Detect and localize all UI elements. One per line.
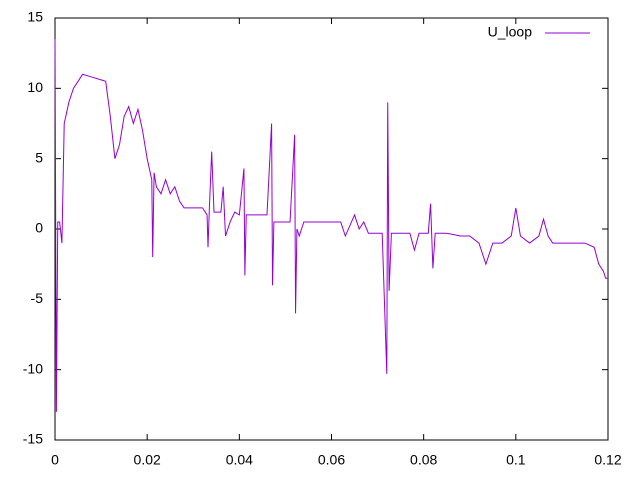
x-tick-label: 0.06 — [318, 452, 345, 468]
y-tick-label: 10 — [27, 79, 43, 95]
legend-label: U_loop — [488, 24, 533, 40]
x-tick-label: 0.12 — [594, 452, 621, 468]
x-tick-label: 0.02 — [134, 452, 161, 468]
y-tick-label: -10 — [23, 360, 43, 376]
plot-border — [54, 17, 609, 441]
y-tick-label: -5 — [31, 290, 44, 306]
x-tick-label: 0.1 — [506, 452, 526, 468]
y-tick-label: 15 — [27, 9, 43, 25]
y-tick-label: -15 — [23, 431, 43, 447]
y-tick-label: 0 — [35, 220, 43, 236]
x-tick-label: 0 — [51, 452, 59, 468]
data-line — [54, 39, 608, 412]
x-tick-label: 0.08 — [410, 452, 437, 468]
y-tick-label: 5 — [35, 149, 43, 165]
x-tick-label: 0.04 — [226, 452, 253, 468]
